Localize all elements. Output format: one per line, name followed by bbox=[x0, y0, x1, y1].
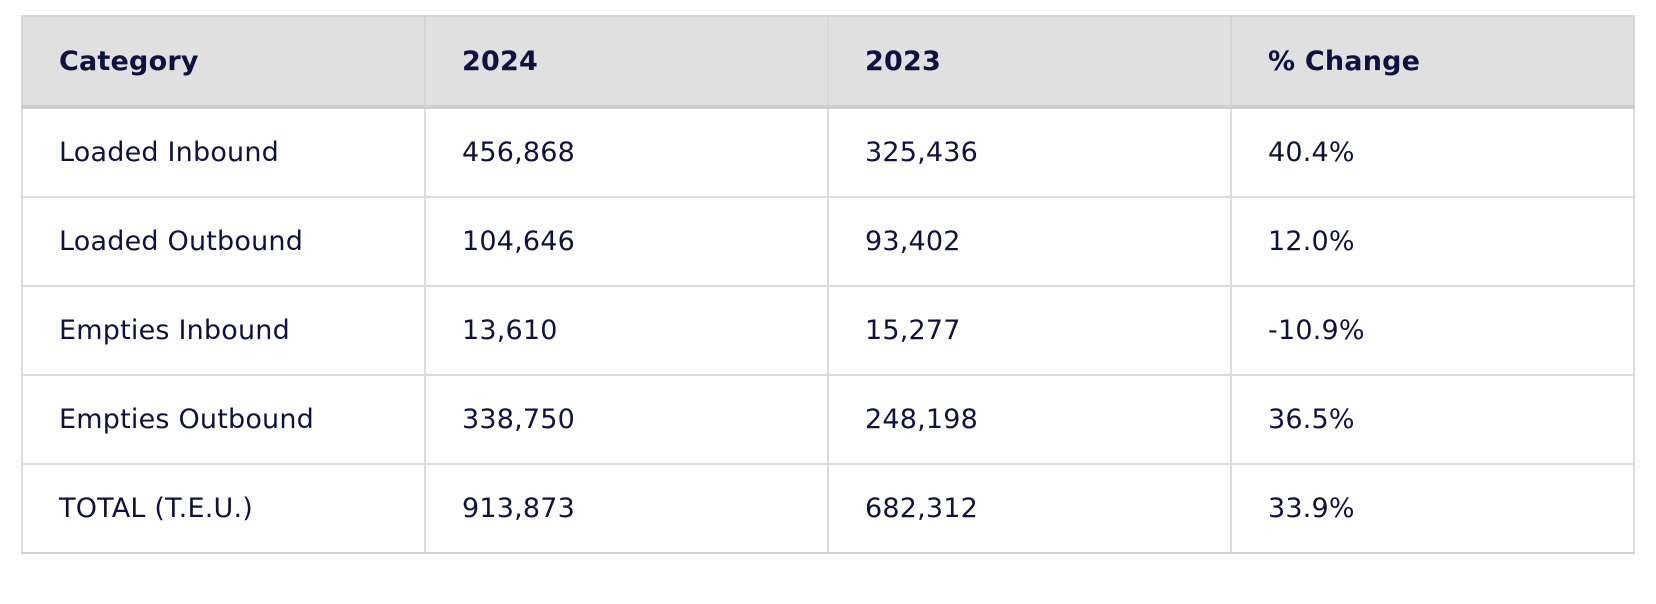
header-category: Category bbox=[21, 15, 426, 109]
cell-2024: 338,750 bbox=[424, 374, 829, 465]
cell-2023: 682,312 bbox=[827, 463, 1232, 554]
teu-table-container: Category 2024 2023 % Change Loaded Inbou… bbox=[21, 15, 1635, 554]
cell-2023: 325,436 bbox=[827, 106, 1232, 198]
cell-2023: 248,198 bbox=[827, 374, 1232, 465]
cell-percent-change: -10.9% bbox=[1230, 285, 1635, 376]
table-row: Empties Outbound 338,750 248,198 36.5% bbox=[21, 374, 1635, 465]
cell-2023: 15,277 bbox=[827, 285, 1232, 376]
header-2023: 2023 bbox=[827, 15, 1232, 109]
cell-2024: 456,868 bbox=[424, 106, 829, 198]
table-row-total: TOTAL (T.E.U.) 913,873 682,312 33.9% bbox=[21, 463, 1635, 554]
header-percent-change: % Change bbox=[1230, 15, 1635, 109]
table-body: Loaded Inbound 456,868 325,436 40.4% Loa… bbox=[21, 106, 1635, 554]
cell-percent-change: 40.4% bbox=[1230, 106, 1635, 198]
cell-category: Empties Inbound bbox=[21, 285, 426, 376]
cell-percent-change: 12.0% bbox=[1230, 196, 1635, 287]
cell-category: Loaded Inbound bbox=[21, 106, 426, 198]
cell-2024: 104,646 bbox=[424, 196, 829, 287]
cell-category: TOTAL (T.E.U.) bbox=[21, 463, 426, 554]
table-row: Loaded Inbound 456,868 325,436 40.4% bbox=[21, 106, 1635, 198]
table-header: Category 2024 2023 % Change bbox=[21, 15, 1635, 109]
cell-percent-change: 36.5% bbox=[1230, 374, 1635, 465]
cell-category: Loaded Outbound bbox=[21, 196, 426, 287]
header-2024: 2024 bbox=[424, 15, 829, 109]
teu-comparison-table: Category 2024 2023 % Change Loaded Inbou… bbox=[21, 15, 1635, 554]
cell-percent-change: 33.9% bbox=[1230, 463, 1635, 554]
cell-2024: 913,873 bbox=[424, 463, 829, 554]
cell-2023: 93,402 bbox=[827, 196, 1232, 287]
cell-category: Empties Outbound bbox=[21, 374, 426, 465]
cell-2024: 13,610 bbox=[424, 285, 829, 376]
table-row: Loaded Outbound 104,646 93,402 12.0% bbox=[21, 196, 1635, 287]
header-row: Category 2024 2023 % Change bbox=[21, 15, 1635, 109]
table-row: Empties Inbound 13,610 15,277 -10.9% bbox=[21, 285, 1635, 376]
